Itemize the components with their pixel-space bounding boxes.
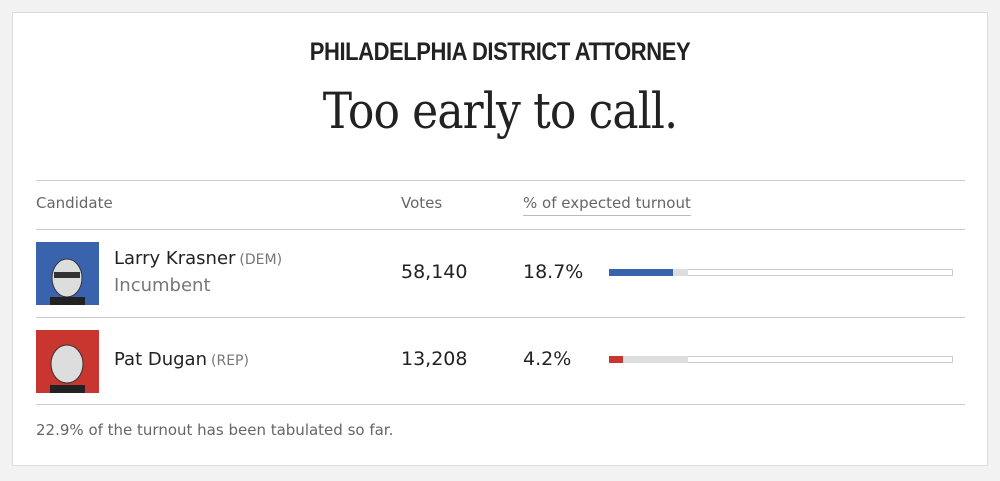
divider — [36, 180, 965, 181]
column-header: Candidate — [36, 194, 113, 212]
candidate: Larry Krasner (DEM) — [114, 248, 282, 269]
votes: 58,140 — [401, 261, 468, 283]
turnout-pct: 18.7% — [523, 261, 584, 283]
candidate-photo — [36, 242, 99, 305]
candidate-name: Larry Krasner — [114, 248, 236, 269]
votes: 13,208 — [401, 348, 468, 370]
divider — [36, 317, 965, 318]
incumbent-note: Incumbent — [114, 275, 211, 296]
candidate-photo — [36, 330, 99, 393]
party: (REP) — [211, 353, 249, 369]
card — [12, 12, 988, 466]
divider — [36, 404, 965, 405]
turnout-bar — [609, 356, 624, 363]
tabulated-pct: 22.9% — [36, 421, 84, 439]
turnout-bar — [609, 269, 674, 276]
column-header[interactable]: % of expected turnout — [523, 194, 691, 216]
candidate: Pat Dugan (REP) — [114, 349, 249, 370]
column-header: Votes — [401, 194, 443, 212]
tabulated-bar — [609, 356, 688, 363]
footer: 22.9% of the turnout has been tabulated … — [36, 421, 393, 439]
headline: Too early to call. — [322, 82, 678, 140]
party: (DEM) — [239, 252, 283, 268]
race-title: PHILADELPHIA DISTRICT ATTORNEY — [309, 38, 691, 66]
divider — [36, 229, 965, 230]
candidate-name: Pat Dugan — [114, 349, 207, 370]
turnout-pct: 4.2% — [523, 348, 572, 370]
footer-text: of the turnout has been tabulated so far… — [88, 421, 394, 439]
